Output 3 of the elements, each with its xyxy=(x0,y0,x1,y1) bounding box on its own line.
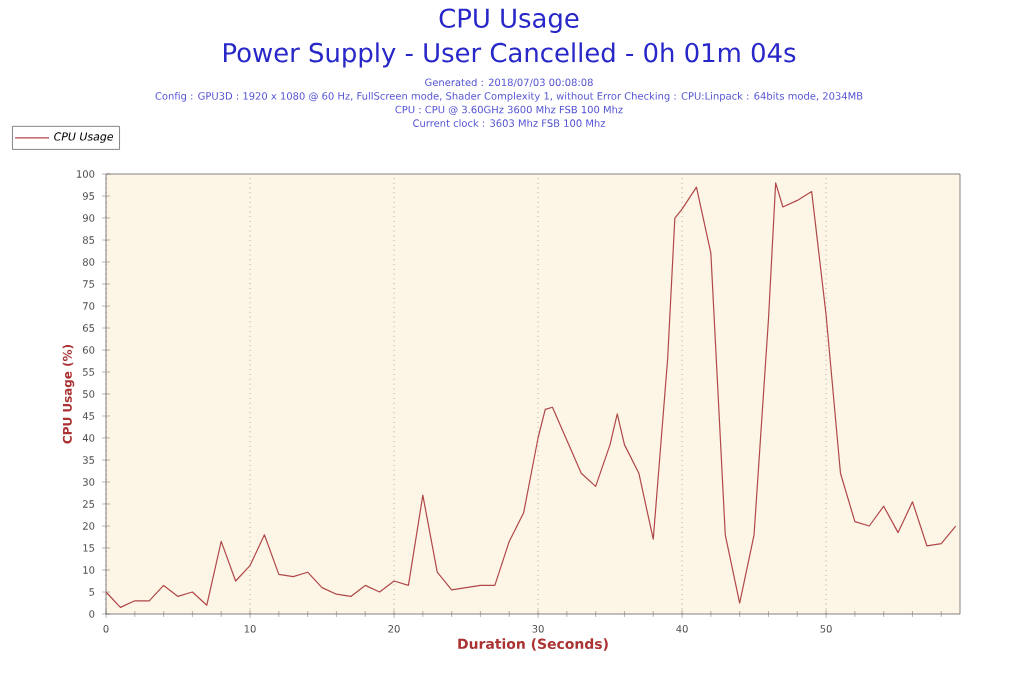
chart-title: CPU Usage xyxy=(439,8,579,33)
line-series xyxy=(106,182,957,609)
chart-subtitle: Power Supply - User Cancelled - 0h 01m 04s xyxy=(224,42,796,68)
